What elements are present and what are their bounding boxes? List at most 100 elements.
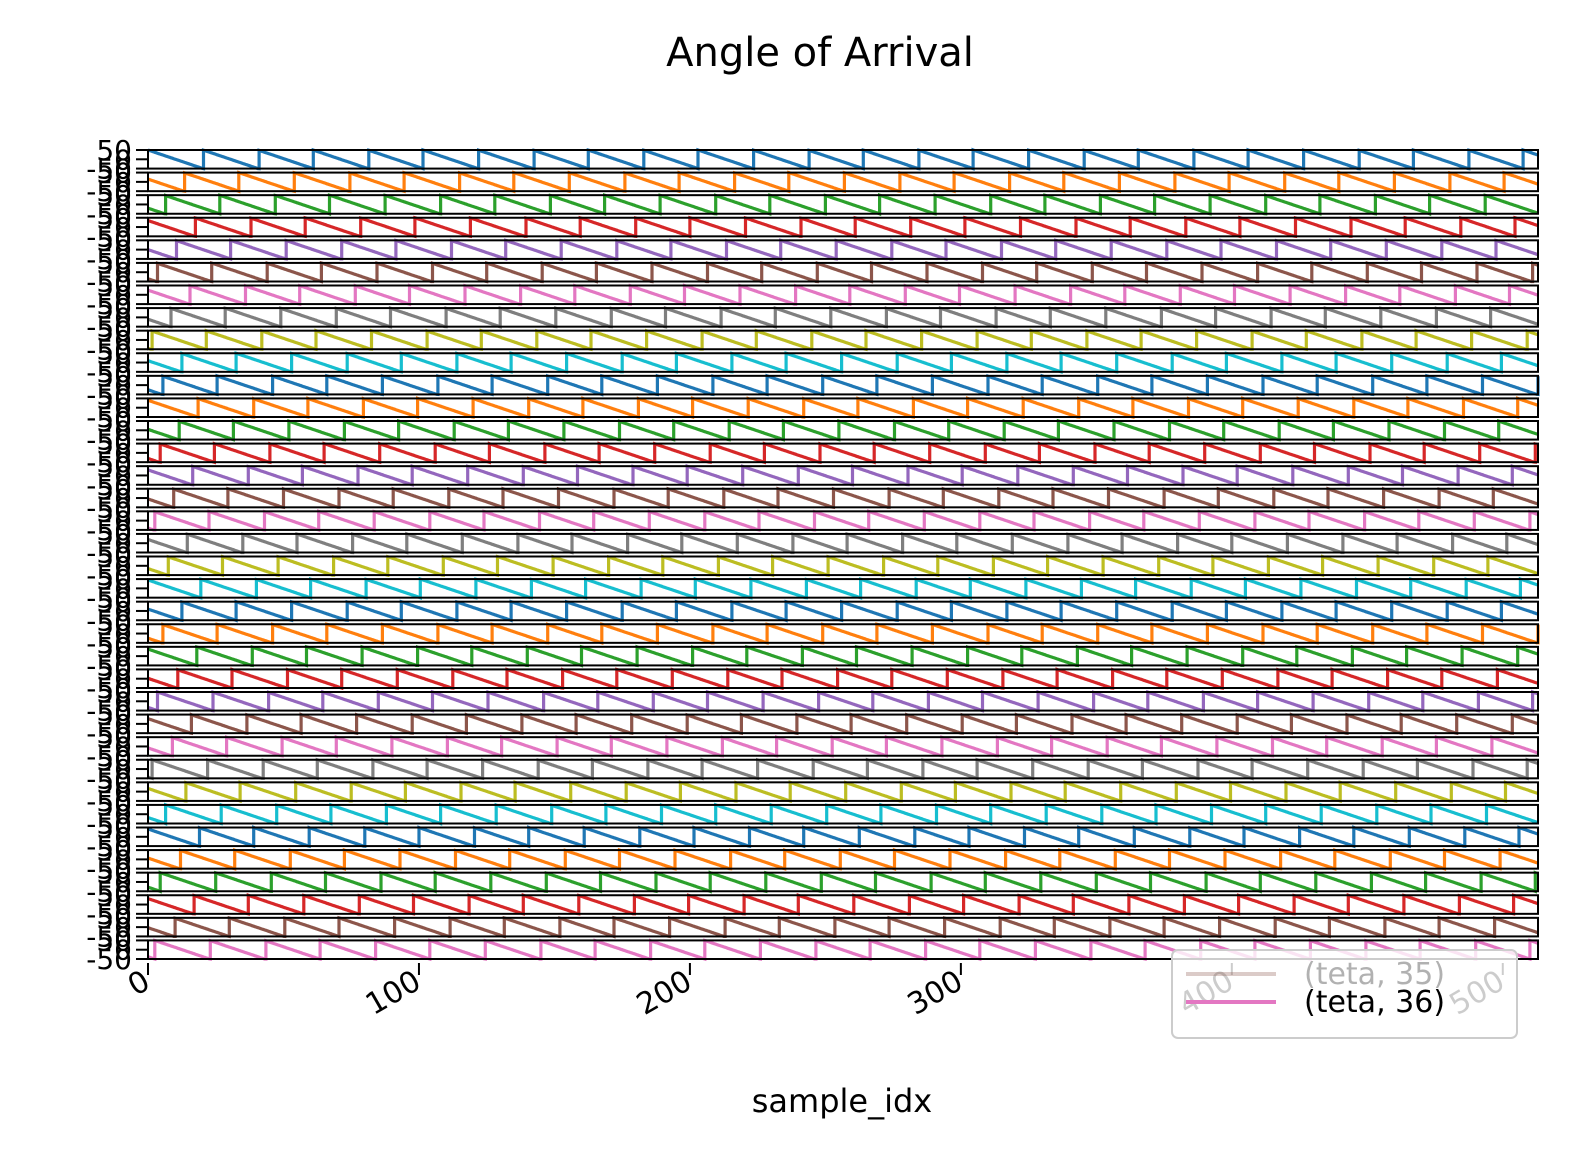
y-tick-label: -50 bbox=[86, 875, 132, 908]
subplot-24: 500-50 bbox=[86, 653, 1539, 705]
y-tick-label: 0 bbox=[114, 301, 132, 334]
series-line-13 bbox=[147, 418, 1539, 442]
y-tick-label: -50 bbox=[86, 491, 132, 524]
y-tick-label: -50 bbox=[86, 785, 132, 818]
series-line-27 bbox=[147, 734, 1539, 758]
y-tick-label: 0 bbox=[114, 505, 132, 538]
y-tick-label: 0 bbox=[114, 414, 132, 447]
y-tick-label: 50 bbox=[96, 721, 132, 754]
subplot-4: 500-50 bbox=[86, 202, 1539, 253]
y-tick-label: 0 bbox=[114, 595, 132, 628]
y-tick-label: 0 bbox=[114, 821, 132, 854]
y-tick-label: 0 bbox=[114, 527, 132, 560]
legend: (teta, 35)(teta, 36) bbox=[1171, 949, 1518, 1039]
series-line-3 bbox=[147, 193, 1539, 217]
y-tick-label: 50 bbox=[96, 563, 132, 596]
y-tick-label: -50 bbox=[86, 401, 132, 434]
y-tick-label: 0 bbox=[114, 911, 132, 944]
series-line-7 bbox=[147, 283, 1539, 307]
y-tick-label: 0 bbox=[114, 640, 132, 673]
subplot-35: 500-50 bbox=[86, 902, 1539, 953]
subplot-27: 500-50 bbox=[86, 721, 1539, 773]
subplot-20: 500-50 bbox=[86, 563, 1539, 615]
y-tick-label: -50 bbox=[86, 582, 132, 615]
y-tick-label: 0 bbox=[114, 753, 132, 786]
series-line-34 bbox=[147, 892, 1539, 916]
series-line-26 bbox=[147, 712, 1539, 736]
y-tick-label: -50 bbox=[86, 853, 132, 886]
y-tick-label: 50 bbox=[96, 834, 132, 867]
series-line-31 bbox=[147, 825, 1539, 849]
series-line-8 bbox=[147, 305, 1539, 329]
y-tick-label: 50 bbox=[96, 812, 132, 845]
y-tick-label: -50 bbox=[86, 153, 132, 186]
subplot-11: 500-50 bbox=[86, 360, 1540, 411]
subplot-2: 500-50 bbox=[86, 157, 1539, 208]
y-tick-label: 50 bbox=[96, 902, 132, 935]
y-tick-label: -50 bbox=[86, 243, 132, 276]
series-line-1 bbox=[147, 147, 1539, 171]
y-tick-label: 50 bbox=[96, 224, 132, 257]
y-tick-label: 0 bbox=[114, 663, 132, 696]
series-line-19 bbox=[147, 554, 1539, 578]
y-tick-label: 50 bbox=[96, 789, 132, 822]
subplot-13: 500-50 bbox=[86, 405, 1539, 457]
y-tick-label: 0 bbox=[114, 708, 132, 741]
y-tick-label: 50 bbox=[96, 586, 132, 619]
y-tick-label: 0 bbox=[114, 618, 132, 651]
subplot-6: 500-50 bbox=[86, 247, 1539, 299]
y-tick-label: 50 bbox=[96, 157, 132, 190]
subplot-23: 500-50 bbox=[86, 631, 1539, 682]
y-tick-label: -50 bbox=[86, 943, 132, 976]
y-tick-label: -50 bbox=[86, 830, 132, 863]
y-tick-label: -50 bbox=[86, 898, 132, 931]
legend-label: (teta, 36) bbox=[1304, 985, 1445, 1020]
subplot-16: 500-50 bbox=[86, 473, 1539, 524]
y-tick-label: 50 bbox=[96, 495, 132, 528]
legend-frame bbox=[1171, 949, 1518, 1039]
subplot-3: 500-50 bbox=[86, 179, 1539, 231]
y-tick-label: 50 bbox=[96, 879, 132, 912]
y-tick-label: -50 bbox=[86, 627, 132, 660]
series-line-12 bbox=[147, 396, 1539, 420]
y-tick-label: 50 bbox=[96, 292, 132, 325]
y-tick-label: 50 bbox=[96, 247, 132, 280]
subplot-9: 500-50 bbox=[86, 315, 1539, 366]
y-tick-label: 50 bbox=[96, 473, 132, 506]
y-tick-label: 0 bbox=[114, 934, 132, 967]
y-tick-label: 0 bbox=[114, 437, 132, 470]
y-tick-label: 0 bbox=[114, 392, 132, 425]
y-tick-label: 50 bbox=[96, 428, 132, 461]
chart-title: Angle of Arrival bbox=[666, 30, 974, 76]
y-tick-label: -50 bbox=[86, 446, 132, 479]
y-tick-label: -50 bbox=[86, 717, 132, 750]
y-tick-label: 0 bbox=[114, 347, 132, 380]
subplot-19: 500-50 bbox=[86, 541, 1539, 592]
y-tick-label: 0 bbox=[114, 324, 132, 357]
series-line-16 bbox=[147, 486, 1539, 510]
y-tick-label: -50 bbox=[86, 808, 132, 841]
series-line-15 bbox=[147, 463, 1539, 487]
y-tick-label: 0 bbox=[114, 188, 132, 221]
y-tick-label: 50 bbox=[96, 631, 132, 664]
y-tick-label: -50 bbox=[86, 604, 132, 637]
y-tick-label: -50 bbox=[86, 695, 132, 728]
y-tick-label: 50 bbox=[96, 270, 132, 303]
y-tick-label: 0 bbox=[114, 843, 132, 876]
subplot-30: 500-50 bbox=[86, 789, 1539, 841]
subplot-1: 500-50 bbox=[86, 134, 1539, 186]
series-line-4 bbox=[147, 215, 1539, 239]
y-tick-label: -50 bbox=[86, 559, 132, 592]
subplot-10: 500-50 bbox=[86, 337, 1539, 389]
y-tick-label: 50 bbox=[96, 405, 132, 438]
y-tick-label: -50 bbox=[86, 288, 132, 321]
y-tick-label: 0 bbox=[114, 482, 132, 515]
y-tick-label: 0 bbox=[114, 234, 132, 267]
subplot-18: 500-50 bbox=[86, 518, 1539, 570]
subplot-15: 500-50 bbox=[86, 450, 1539, 502]
y-tick-label: -50 bbox=[86, 762, 132, 795]
y-tick-label: -50 bbox=[86, 537, 132, 570]
subplot-5: 500-50 bbox=[86, 224, 1539, 276]
y-tick-label: -50 bbox=[86, 672, 132, 705]
